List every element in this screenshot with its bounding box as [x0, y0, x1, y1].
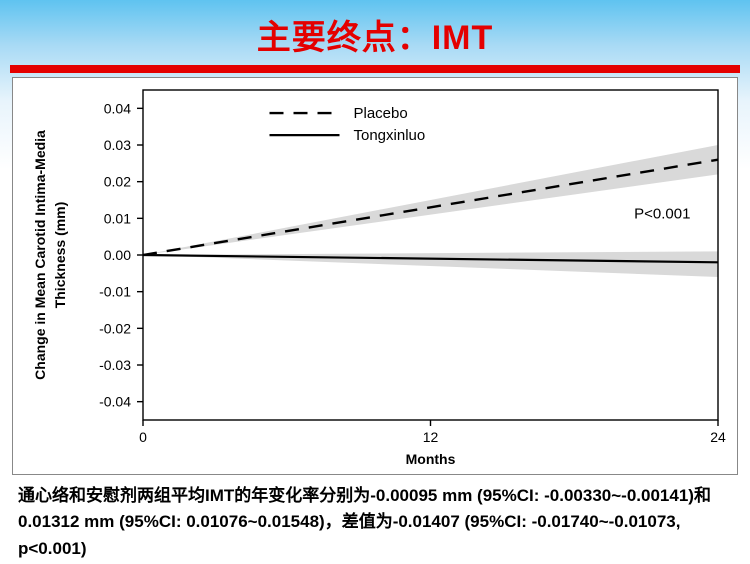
svg-text:Tongxinluo: Tongxinluo [354, 127, 426, 144]
title-underline [10, 65, 740, 73]
svg-text:-0.02: -0.02 [99, 320, 131, 336]
svg-text:Placebo: Placebo [354, 105, 408, 122]
svg-text:0.01: 0.01 [104, 210, 131, 226]
svg-text:0: 0 [139, 429, 147, 445]
svg-text:24: 24 [710, 429, 726, 445]
svg-text:0.04: 0.04 [104, 100, 131, 116]
svg-text:P<0.001: P<0.001 [634, 205, 690, 222]
imt-chart: -0.04 -0.03 -0.02 -0.01 0.00 0.01 0.02 0.03 0.04… [13, 78, 737, 474]
svg-text:-0.03: -0.03 [99, 357, 131, 373]
svg-text:0.03: 0.03 [104, 137, 131, 153]
svg-text:Thickness (mm): Thickness (mm) [52, 202, 68, 309]
svg-text:12: 12 [423, 429, 439, 445]
chart-caption: 通心络和安慰剂两组平均IMT的年变化率分别为-0.00095 mm (95%CI… [0, 475, 750, 562]
svg-text:0.00: 0.00 [104, 247, 131, 263]
slide-title: 主要终点：IMT [0, 0, 750, 65]
svg-text:Months: Months [406, 451, 456, 467]
svg-text:-0.04: -0.04 [99, 394, 131, 410]
imt-chart-container: -0.04 -0.03 -0.02 -0.01 0.00 0.01 0.02 0.03 0.04… [12, 77, 738, 475]
svg-text:0.02: 0.02 [104, 174, 131, 190]
svg-text:Change in Mean Carotid Intima-: Change in Mean Carotid Intima-Media [32, 130, 48, 380]
svg-text:-0.01: -0.01 [99, 284, 131, 300]
